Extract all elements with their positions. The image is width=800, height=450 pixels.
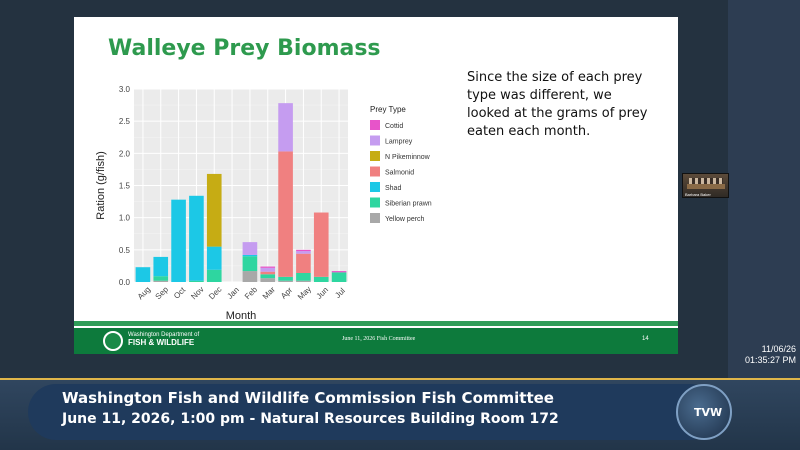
footer-meeting-label: June 11, 2026 Fish Committee: [342, 336, 416, 342]
bar-segment: [260, 278, 276, 282]
bar-segment: [278, 276, 293, 281]
bar-segment: [189, 280, 204, 282]
bar-segment: [331, 272, 347, 282]
webcam-name-tag: Barbara Baker: [685, 192, 711, 197]
bar-segment: [313, 276, 329, 282]
bar-segment: [189, 195, 204, 281]
x-tick-label: Mar: [261, 285, 277, 301]
y-tick-label: 0.0: [119, 278, 131, 287]
bar-segment: [206, 173, 222, 247]
legend-swatch: [370, 213, 380, 223]
x-tick-label: Dec: [207, 285, 223, 301]
bar-segment: [171, 199, 186, 282]
bar-segment: [260, 267, 276, 272]
bar-segment: [296, 253, 311, 273]
tvw-logo-text: TVW: [694, 406, 723, 419]
bar-segment: [278, 103, 293, 152]
tvw-logo-icon: TVW: [676, 384, 732, 440]
x-tick-label: Jun: [315, 285, 330, 300]
lower-third-banner: Washington Fish and Wildlife Commission …: [0, 378, 800, 450]
agency-logo-text: Washington Department of FISH & WILDLIFE: [128, 332, 200, 347]
webcam-desk: [687, 184, 725, 189]
bar-segment: [260, 266, 276, 268]
y-tick-label: 3.0: [119, 85, 131, 94]
bar-segment: [206, 246, 222, 270]
bar-segment: [260, 274, 276, 279]
legend-item-label: Cottid: [385, 123, 403, 130]
banner-subtitle: June 11, 2026, 1:00 pm - Natural Resourc…: [62, 411, 559, 427]
legend-item-label: Lamprey: [385, 139, 413, 146]
legend-title: Prey Type: [370, 105, 406, 114]
x-tick-label: Nov: [189, 285, 205, 301]
bar-segment: [296, 249, 311, 252]
y-tick-label: 1.0: [119, 214, 131, 223]
webcam-participants: [689, 178, 723, 185]
bar-segment: [135, 267, 151, 282]
x-tick-label: Jul: [333, 286, 347, 300]
wdfw-logo-icon: [103, 331, 123, 351]
y-tick-label: 2.5: [119, 117, 131, 126]
x-tick-label: May: [296, 285, 313, 302]
legend-item-label: N Pikeminnow: [385, 154, 431, 161]
stacked-bar-chart: 0.0 0.5 1.0 1.5 2.0 2.5 3.0 Aug Sep Oct Nov Dec Jan F…: [95, 85, 432, 322]
legend-swatch: [370, 135, 380, 146]
bar-segment: [296, 251, 311, 254]
y-tick-label: 2.0: [119, 149, 131, 158]
bar-segment: [278, 151, 293, 277]
bar-segment: [242, 271, 258, 282]
bar-segment: [153, 256, 169, 277]
bar-segment: [313, 212, 329, 277]
bar-segment: [206, 269, 222, 282]
y-tick-label: 1.5: [119, 182, 131, 191]
x-tick-label: Oct: [172, 285, 188, 301]
slide-body-text: Since the size of each prey type was dif…: [467, 70, 648, 139]
bar-segment: [296, 272, 311, 281]
legend-swatch: [370, 120, 380, 130]
x-tick-label: Sep: [154, 284, 171, 301]
bar-segment: [278, 280, 293, 282]
bar-segment: [242, 242, 258, 255]
bar-segment: [331, 271, 347, 273]
legend-item-label: Yellow perch: [385, 216, 425, 223]
legend-item-label: Siberian prawn: [385, 201, 432, 208]
slide-title: Walleye Prey Biomass: [108, 36, 381, 61]
webcam-thumbnail[interactable]: Barbara Baker: [682, 173, 729, 198]
x-tick-label: Feb: [243, 285, 260, 302]
legend-swatch: [370, 151, 380, 161]
x-axis-label: Month: [226, 310, 257, 322]
bar-segment: [296, 280, 311, 282]
x-tick-label: Apr: [279, 285, 294, 300]
side-panel: [728, 0, 800, 378]
legend-swatch: [370, 182, 380, 192]
agency-line2: FISH & WILDLIFE: [128, 338, 195, 347]
agency-line1: Washington Department of: [128, 332, 200, 338]
legend-item-label: Shad: [385, 185, 401, 192]
bar-segment: [260, 271, 276, 275]
y-tick-label: 0.5: [119, 246, 131, 255]
timestamp-time: 01:35:27 PM: [744, 355, 796, 365]
banner-title: Washington Fish and Wildlife Commission …: [62, 389, 554, 407]
y-axis-label: Ration (g/fish): [95, 151, 107, 219]
bar-segment: [153, 280, 169, 282]
broadcast-timestamp: 11/06/26 01:35:27 PM: [745, 344, 796, 366]
x-tick-label: Jan: [225, 285, 240, 300]
timestamp-date: 11/06/26: [761, 344, 796, 354]
presentation-slide: Walleye Prey Biomass Since the size of e…: [74, 17, 678, 354]
slide-page-number: 14: [642, 336, 649, 342]
bar-segment: [153, 276, 169, 281]
legend-item-label: Salmonid: [385, 170, 414, 177]
banner-pill: [28, 384, 718, 440]
bar-segment: [242, 254, 258, 257]
legend-swatch: [370, 166, 380, 177]
x-tick-label: Aug: [136, 285, 152, 301]
slide-footer: Washington Department of FISH & WILDLIFE…: [74, 321, 678, 354]
footer-accent-bar: [74, 321, 678, 326]
bar-segment: [242, 256, 258, 272]
legend-swatch: [370, 197, 380, 208]
